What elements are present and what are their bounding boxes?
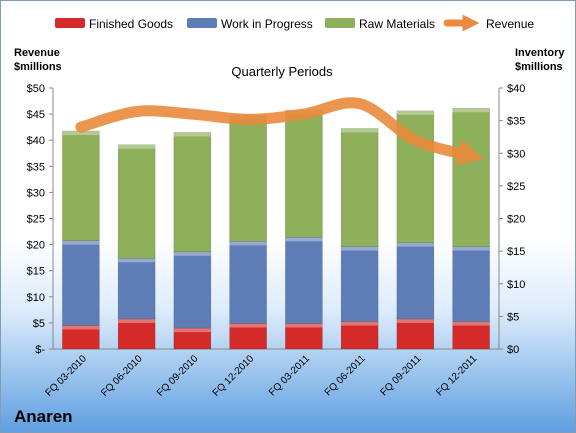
bar-highlight bbox=[62, 325, 100, 330]
bar-work-in-progress bbox=[285, 237, 323, 324]
left-axis-title-line1: Revenue bbox=[14, 47, 60, 59]
legend-swatch-work-in-progress bbox=[187, 18, 217, 28]
left-tick-label: $50 bbox=[27, 83, 45, 95]
chart-subtitle: Quarterly Periods bbox=[231, 64, 333, 79]
x-tick-label: FQ 03-2010 bbox=[43, 353, 89, 399]
left-tick-label: $15 bbox=[27, 266, 45, 278]
left-tick-label: $25 bbox=[27, 214, 45, 226]
x-tick-label: FQ 09-2011 bbox=[379, 353, 424, 398]
x-tick-label: FQ 12-2011 bbox=[434, 353, 479, 398]
right-tick-label: $20 bbox=[507, 214, 525, 226]
right-tick-label: $10 bbox=[507, 279, 525, 291]
bar-highlight bbox=[396, 242, 434, 247]
bar-highlight bbox=[62, 240, 100, 245]
revenue-line bbox=[75, 97, 484, 166]
right-tick-label: $30 bbox=[507, 148, 525, 160]
x-tick-label: FQ 09-2010 bbox=[155, 353, 201, 399]
bar-work-in-progress bbox=[117, 258, 156, 320]
bar-highlight bbox=[229, 241, 267, 246]
bar-raw-materials bbox=[173, 132, 212, 253]
x-tick-label: FQ 03-2011 bbox=[267, 353, 312, 398]
x-tick-label: FQ 06-2011 bbox=[323, 353, 368, 398]
bar-highlight bbox=[341, 246, 379, 251]
bar-highlight bbox=[173, 251, 211, 256]
bar-highlight bbox=[62, 131, 100, 136]
bar-work-in-progress bbox=[340, 246, 379, 322]
bar-raw-materials bbox=[285, 109, 323, 238]
bar-highlight bbox=[118, 318, 156, 323]
left-tick-label: $5 bbox=[33, 318, 45, 330]
bar-highlight bbox=[396, 318, 434, 323]
legend-label-revenue: Revenue bbox=[486, 17, 534, 31]
bar-finished-goods bbox=[117, 318, 156, 350]
bar-finished-goods bbox=[452, 321, 490, 350]
left-tick-label: $35 bbox=[27, 161, 45, 173]
left-axis-title-line2: $millions bbox=[14, 61, 62, 73]
bar-work-in-progress bbox=[396, 242, 435, 320]
bar-highlight bbox=[341, 128, 379, 133]
bar-work-in-progress bbox=[173, 251, 212, 329]
legend-swatch-raw-materials bbox=[325, 18, 355, 28]
left-tick-label: $30 bbox=[27, 187, 45, 199]
bar-raw-materials bbox=[117, 144, 156, 259]
bar-work-in-progress bbox=[62, 240, 100, 326]
bar-highlight bbox=[118, 144, 156, 149]
right-tick-label: $35 bbox=[507, 116, 525, 128]
bar-raw-materials bbox=[452, 107, 490, 247]
bar-work-in-progress bbox=[229, 241, 267, 324]
right-tick-label: $0 bbox=[507, 344, 519, 356]
legend-label-work-in-progress: Work in Progress bbox=[221, 17, 313, 31]
right-tick-label: $15 bbox=[507, 246, 525, 258]
bar-highlight bbox=[341, 321, 379, 326]
x-tick-label: FQ 06-2010 bbox=[99, 353, 145, 399]
bar-highlight bbox=[452, 108, 490, 113]
left-tick-label: $10 bbox=[27, 292, 45, 304]
bar-highlight bbox=[118, 258, 156, 263]
bar-finished-goods bbox=[396, 318, 435, 350]
bar-finished-goods bbox=[229, 323, 267, 350]
left-tick-label: $20 bbox=[27, 240, 45, 252]
left-tick-label: $- bbox=[35, 344, 45, 356]
legend-label-raw-materials: Raw Materials bbox=[359, 17, 435, 31]
x-tick-label: FQ 12-2010 bbox=[211, 353, 257, 399]
bar-work-in-progress bbox=[452, 246, 490, 322]
right-tick-label: $40 bbox=[507, 83, 525, 95]
company-name: Anaren bbox=[14, 407, 73, 426]
bar-highlight bbox=[285, 237, 323, 242]
legend-swatch-finished-goods bbox=[55, 18, 85, 28]
bar-highlight bbox=[229, 323, 267, 328]
right-tick-label: $5 bbox=[507, 311, 519, 323]
bar-raw-materials bbox=[340, 128, 379, 247]
bar-raw-materials bbox=[62, 130, 100, 241]
right-axis-title-line2: $millions bbox=[515, 61, 563, 73]
bar-highlight bbox=[452, 246, 490, 251]
right-axis-title-line1: Inventory bbox=[515, 47, 565, 59]
bar-raw-materials bbox=[229, 115, 267, 242]
bar-highlight bbox=[452, 321, 490, 326]
legend-label-finished-goods: Finished Goods bbox=[89, 17, 173, 31]
bar-highlight bbox=[173, 132, 211, 137]
plot-area: $- $5 $10 $15 $20 $25 $30 $35 $40 $45 $50 $0 $5 $10 $1… bbox=[27, 83, 526, 399]
legend: Finished Goods Work in Progress Raw Mate… bbox=[55, 14, 534, 32]
left-tick-label: $45 bbox=[27, 109, 45, 121]
right-tick-label: $25 bbox=[507, 181, 525, 193]
bar-finished-goods bbox=[340, 321, 379, 350]
bar-highlight bbox=[396, 110, 434, 115]
bar-highlight bbox=[173, 328, 211, 333]
left-tick-label: $40 bbox=[27, 135, 45, 147]
bar-highlight bbox=[285, 323, 323, 328]
